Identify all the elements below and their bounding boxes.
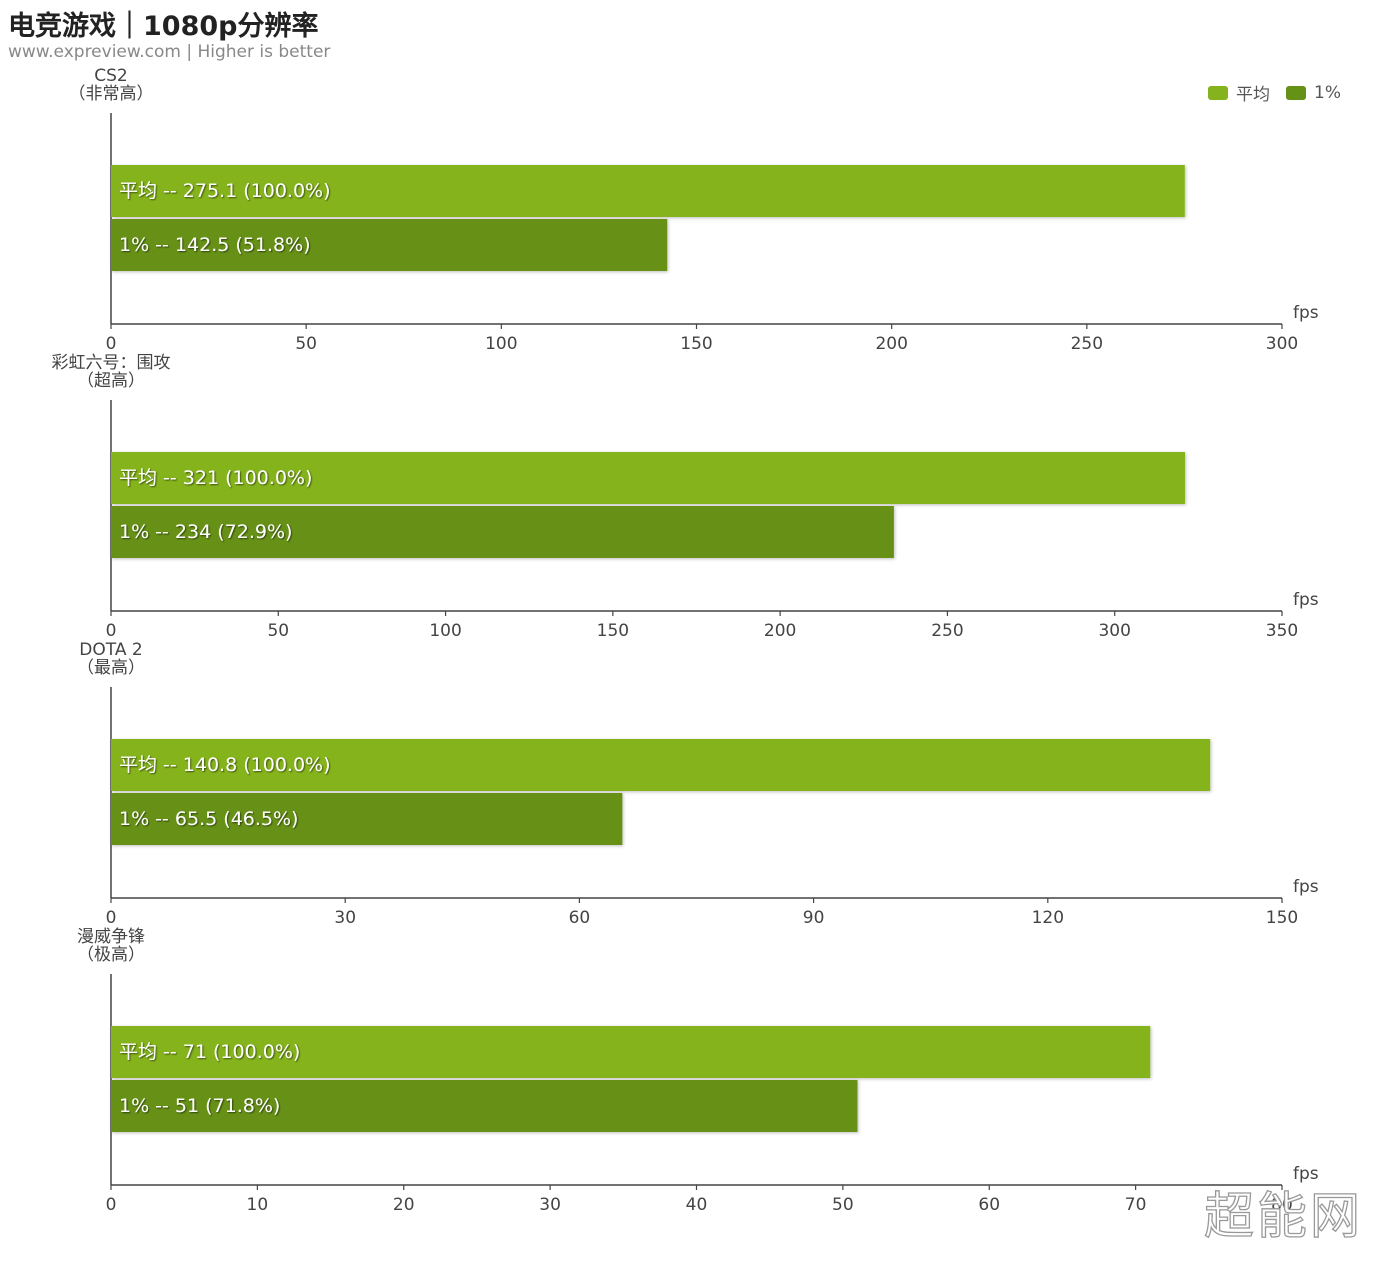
panel-title: 彩虹六号：围攻 xyxy=(52,353,171,373)
legend-item-avg[interactable]: 平均 xyxy=(1208,80,1270,105)
bar-label: 平均 -- 140.8 (100.0%) xyxy=(119,754,331,776)
legend-label-avg: 平均 xyxy=(1236,85,1271,105)
bar-label: 平均 -- 321 (100.0%) xyxy=(119,467,312,489)
x-tick-label: 0 xyxy=(106,621,117,641)
panel-subtitle: （超高） xyxy=(77,371,145,391)
x-tick-label: 60 xyxy=(978,1195,1000,1215)
x-tick-label: 120 xyxy=(1032,908,1064,928)
watermark-logo: 超能网 xyxy=(1203,1186,1363,1245)
bar-1pct xyxy=(111,793,623,845)
bar-1pct xyxy=(111,1080,858,1132)
x-tick-label: 50 xyxy=(295,334,317,354)
bar-label: 1% -- 65.5 (46.5%) xyxy=(119,808,298,830)
panel-title: CS2 xyxy=(94,66,127,86)
x-tick-label: 60 xyxy=(569,908,591,928)
x-tick-label: 150 xyxy=(1266,908,1298,928)
panel-subtitle: （非常高） xyxy=(69,84,154,104)
x-unit-label: fps xyxy=(1293,877,1319,897)
panel-title: 漫威争锋 xyxy=(77,927,145,947)
bar-avg xyxy=(111,452,1185,504)
x-unit-label: fps xyxy=(1293,1164,1319,1184)
chart-subtitle: www.expreview.com | Higher is better xyxy=(8,42,331,62)
x-unit-label: fps xyxy=(1293,590,1319,610)
x-tick-label: 50 xyxy=(267,621,289,641)
x-tick-label: 30 xyxy=(539,1195,561,1215)
bar-label: 1% -- 234 (72.9%) xyxy=(119,521,292,543)
bar-label: 平均 -- 275.1 (100.0%) xyxy=(119,180,331,202)
x-tick-label: 100 xyxy=(485,334,517,354)
legend: 平均 1% xyxy=(1208,80,1341,105)
bar-1pct xyxy=(111,506,894,558)
bar-avg xyxy=(111,165,1185,217)
x-tick-label: 100 xyxy=(429,621,461,641)
legend-swatch-1pct xyxy=(1286,85,1307,100)
x-tick-label: 40 xyxy=(686,1195,708,1215)
bar-avg xyxy=(111,739,1211,791)
x-tick-label: 300 xyxy=(1266,334,1298,354)
legend-item-1pct[interactable]: 1% xyxy=(1286,83,1341,103)
x-tick-label: 150 xyxy=(680,334,712,354)
x-tick-label: 150 xyxy=(597,621,629,641)
bar-label: 1% -- 142.5 (51.8%) xyxy=(119,234,311,256)
x-tick-label: 20 xyxy=(393,1195,415,1215)
x-tick-label: 250 xyxy=(1071,334,1103,354)
x-tick-label: 200 xyxy=(764,621,796,641)
x-unit-label: fps xyxy=(1293,303,1319,323)
x-tick-label: 250 xyxy=(931,621,963,641)
legend-label-1pct: 1% xyxy=(1314,82,1341,103)
legend-swatch-avg xyxy=(1208,85,1229,100)
panel-subtitle: （极高） xyxy=(77,945,145,965)
x-tick-label: 0 xyxy=(106,334,117,354)
x-tick-label: 200 xyxy=(875,334,907,354)
x-tick-label: 30 xyxy=(334,908,356,928)
x-tick-label: 350 xyxy=(1266,621,1298,641)
x-tick-label: 300 xyxy=(1098,621,1130,641)
x-tick-label: 10 xyxy=(247,1195,269,1215)
panel-title: DOTA 2 xyxy=(79,640,142,660)
bar-1pct xyxy=(111,219,668,271)
panel-subtitle: （最高） xyxy=(77,658,145,678)
x-tick-label: 90 xyxy=(803,908,825,928)
bar-avg xyxy=(111,1026,1151,1078)
x-tick-label: 0 xyxy=(106,1195,117,1215)
x-tick-label: 50 xyxy=(832,1195,854,1215)
bar-label: 平均 -- 71 (100.0%) xyxy=(119,1041,300,1063)
x-tick-label: 70 xyxy=(1125,1195,1147,1215)
bar-label: 1% -- 51 (71.8%) xyxy=(119,1095,280,1117)
x-tick-label: 80 xyxy=(1271,1195,1293,1215)
chart-title: 电竞游戏｜1080p分辨率 xyxy=(8,11,319,42)
x-tick-label: 0 xyxy=(106,908,117,928)
